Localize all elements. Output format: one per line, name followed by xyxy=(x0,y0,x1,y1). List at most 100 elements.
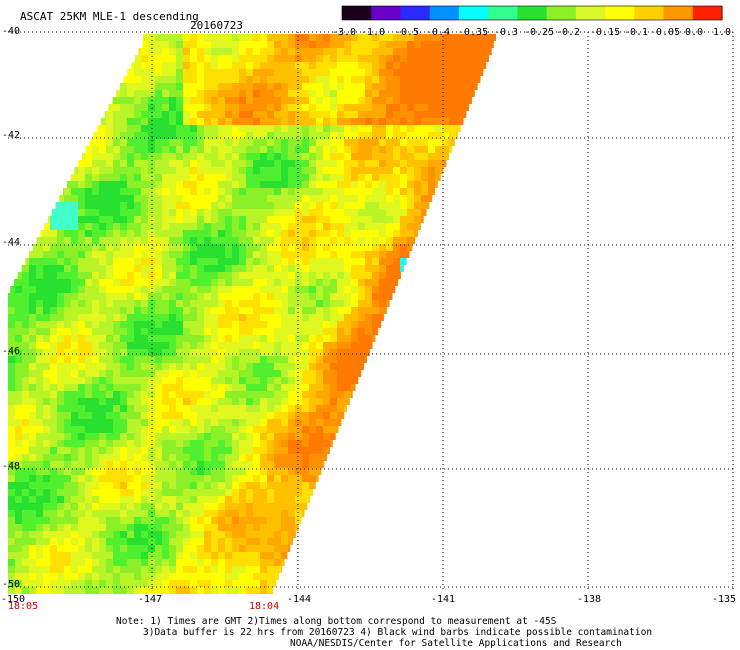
data-cell xyxy=(162,293,169,300)
data-cell xyxy=(141,475,148,482)
data-cell xyxy=(162,244,169,251)
data-cell xyxy=(365,55,372,62)
data-cell xyxy=(253,97,260,104)
data-cell xyxy=(169,55,176,62)
data-cell xyxy=(239,419,246,426)
data-cell xyxy=(176,489,183,496)
data-cell xyxy=(400,202,407,209)
data-cell xyxy=(344,55,351,62)
data-cell xyxy=(253,447,260,454)
data-cell xyxy=(351,377,358,384)
data-cell xyxy=(393,216,400,223)
data-cell xyxy=(78,524,85,531)
data-cell xyxy=(169,489,176,496)
data-cell xyxy=(106,188,113,195)
data-cell xyxy=(85,482,92,489)
data-cell xyxy=(323,342,330,349)
data-cell xyxy=(183,251,190,258)
data-cell xyxy=(204,307,211,314)
data-cell xyxy=(232,468,239,475)
footer-credit: NOAA/NESDIS/Center for Satellite Applica… xyxy=(290,638,622,649)
data-cell xyxy=(99,251,106,258)
data-cell xyxy=(106,328,113,335)
data-cell xyxy=(204,195,211,202)
data-cell xyxy=(120,237,127,244)
data-cell xyxy=(22,538,29,545)
data-cell xyxy=(246,433,253,440)
data-cell xyxy=(120,244,127,251)
data-cell xyxy=(99,174,106,181)
data-cell xyxy=(260,314,267,321)
data-cell xyxy=(316,111,323,118)
data-cell xyxy=(190,580,197,587)
data-cell xyxy=(239,510,246,517)
data-cell xyxy=(365,244,372,251)
data-cell xyxy=(288,447,295,454)
data-cell xyxy=(155,251,162,258)
data-cell xyxy=(99,314,106,321)
data-cell xyxy=(393,272,400,279)
data-cell xyxy=(428,118,435,125)
data-cell xyxy=(134,482,141,489)
data-cell xyxy=(288,370,295,377)
data-cell xyxy=(288,307,295,314)
data-cell xyxy=(218,223,225,230)
data-cell xyxy=(323,146,330,153)
data-cell xyxy=(197,97,204,104)
data-cell xyxy=(43,552,50,559)
data-cell xyxy=(120,279,127,286)
data-cell xyxy=(323,251,330,258)
data-cell xyxy=(211,475,218,482)
data-cell xyxy=(71,461,78,468)
data-cell xyxy=(218,496,225,503)
lat-label: -42 xyxy=(2,130,21,141)
data-cell xyxy=(260,363,267,370)
data-cell xyxy=(127,83,134,90)
data-cell xyxy=(274,440,281,447)
data-cell xyxy=(43,370,50,377)
data-cell xyxy=(22,566,29,573)
data-cell xyxy=(64,573,71,580)
data-cell xyxy=(372,153,379,160)
data-cell xyxy=(120,125,127,132)
data-cell xyxy=(386,139,393,146)
data-cell xyxy=(197,188,204,195)
data-cell xyxy=(232,580,239,587)
data-cell xyxy=(57,237,64,244)
data-cell xyxy=(106,160,113,167)
data-cell xyxy=(288,377,295,384)
data-cell xyxy=(288,349,295,356)
data-cell xyxy=(239,111,246,118)
data-cell xyxy=(169,398,176,405)
data-cell xyxy=(246,391,253,398)
data-cell xyxy=(323,174,330,181)
data-cell xyxy=(316,195,323,202)
data-cell xyxy=(43,412,50,419)
data-cell xyxy=(260,349,267,356)
data-cell xyxy=(267,342,274,349)
data-cell xyxy=(134,538,141,545)
data-cell xyxy=(15,517,22,524)
data-cell xyxy=(8,524,15,531)
data-cell xyxy=(274,356,281,363)
data-cell xyxy=(302,265,309,272)
data-cell xyxy=(204,538,211,545)
data-cell xyxy=(365,139,372,146)
data-cell xyxy=(134,440,141,447)
data-cell xyxy=(176,552,183,559)
data-cell xyxy=(344,293,351,300)
data-cell xyxy=(316,237,323,244)
data-cell xyxy=(155,538,162,545)
data-cell xyxy=(108,104,116,111)
data-cell xyxy=(218,76,225,83)
data-cell xyxy=(29,398,36,405)
data-cell xyxy=(78,475,85,482)
data-cell xyxy=(190,524,197,531)
data-cell xyxy=(260,216,267,223)
data-cell xyxy=(169,531,176,538)
data-cell xyxy=(169,244,176,251)
data-cell xyxy=(267,69,274,76)
data-cell xyxy=(15,475,22,482)
data-cell xyxy=(386,230,393,237)
data-cell xyxy=(218,587,225,594)
